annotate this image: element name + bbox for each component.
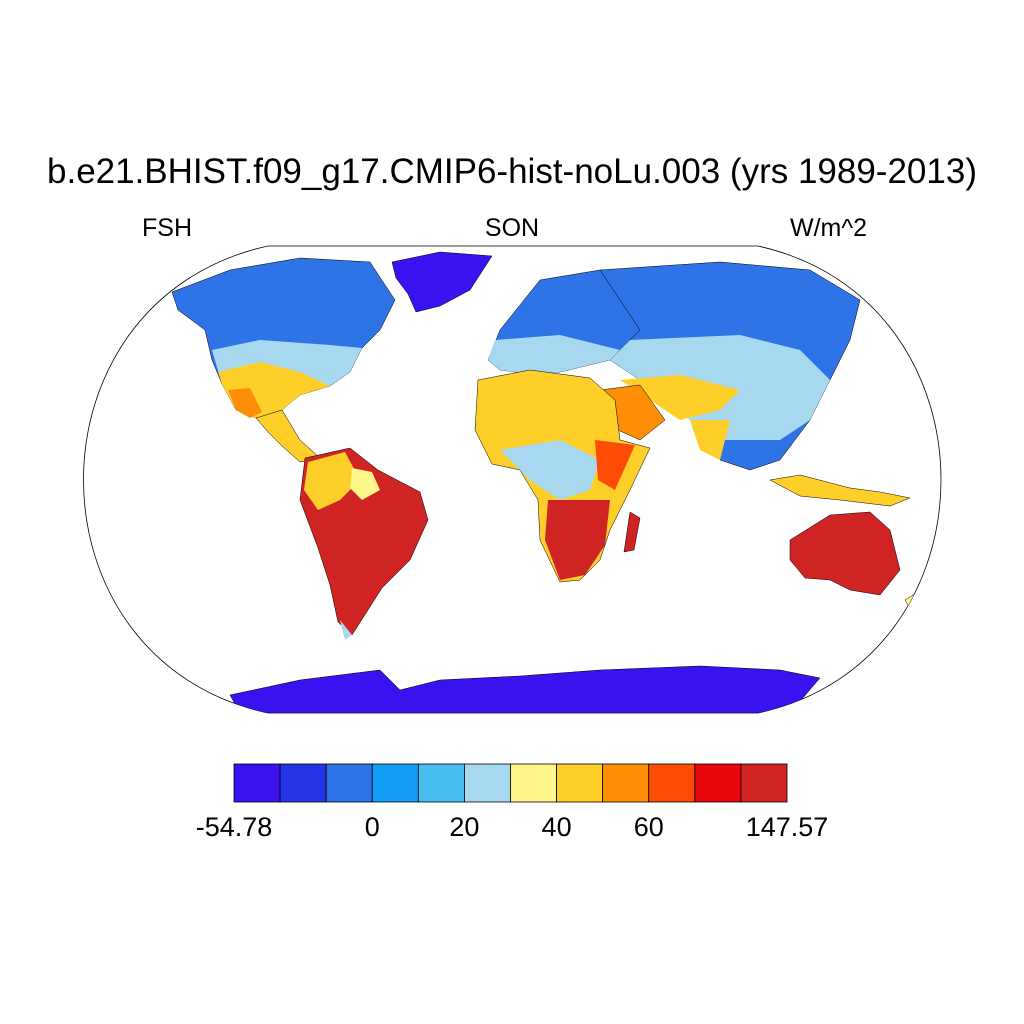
indonesia <box>769 474 911 507</box>
colorbar-tick-label: -54.78 <box>195 812 273 842</box>
units-label: W/m^2 <box>790 214 868 242</box>
colorbar-tick-label: 0 <box>364 812 380 842</box>
variable-label: FSH <box>142 214 192 242</box>
map-title: b.e21.BHIST.f09_g17.CMIP6-hist-noLu.003 … <box>47 152 977 191</box>
colorbar-tick-label: 60 <box>633 812 664 842</box>
season-label: SON <box>484 214 540 242</box>
colorbar-tick-label: 147.57 <box>745 812 829 842</box>
colorbar-tick-label: 20 <box>449 812 480 842</box>
antarctica <box>229 665 821 713</box>
australia <box>789 511 901 596</box>
greenland <box>391 251 493 313</box>
colorbar-tick-label: 40 <box>541 812 572 842</box>
madagascar <box>623 511 641 553</box>
